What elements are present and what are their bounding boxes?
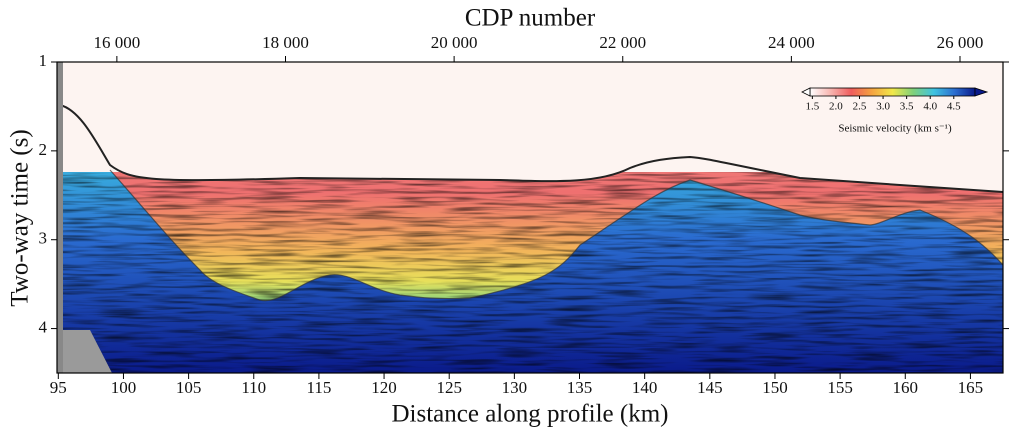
seismic-image: [57, 62, 1003, 373]
colorbar-tick-label: 1.5: [805, 101, 819, 113]
colorbar: [809, 87, 976, 97]
colorbar-tick-label: 3.0: [876, 101, 890, 113]
x-tick-label: 100: [111, 378, 137, 397]
colorbar-label: Seismic velocity (km s⁻¹): [838, 123, 952, 135]
x-tick-label: 130: [502, 378, 528, 397]
colorbar-tick-label: 3.5: [900, 101, 914, 113]
x-tick-label: 120: [371, 378, 397, 397]
x-tick-label: 165: [958, 378, 984, 397]
colorbar-arrow-high: [974, 87, 989, 97]
y-tick-label: 1: [39, 51, 48, 70]
x-tick-label: 140: [632, 378, 658, 397]
y-tick-label: 4: [39, 317, 48, 336]
x-tick-label: 125: [436, 378, 462, 397]
x-tick-label: 110: [241, 378, 266, 397]
colorbar-tick-label: 4.5: [947, 101, 961, 113]
top-tick-label: 24 000: [768, 33, 815, 52]
plot-frame: [56, 61, 1004, 374]
x-tick-label: 155: [827, 378, 853, 397]
colorbar-tick-label: 2.5: [853, 101, 867, 113]
colorbar-tick-label: 4.0: [923, 101, 937, 113]
x-tick-label: 135: [567, 378, 593, 397]
y-axis-title: Two-way time (s): [7, 129, 34, 306]
colorbar-arrow-low: [801, 87, 811, 97]
y-tick-label: 3: [39, 229, 48, 248]
top-tick-label: 18 000: [262, 33, 309, 52]
top-tick-label: 16 000: [93, 33, 140, 52]
x-tick-label: 150: [762, 378, 788, 397]
x-tick-label: 105: [176, 378, 202, 397]
y-tick-label: 2: [39, 140, 48, 159]
top-tick-label: 26 000: [937, 33, 984, 52]
top-tick-label: 22 000: [599, 33, 646, 52]
x-tick-label: 160: [893, 378, 919, 397]
top-tick-label: 20 000: [431, 33, 478, 52]
colorbar-tick-label: 2.0: [829, 101, 843, 113]
x-tick-label: 95: [50, 378, 67, 397]
top-axis-title: CDP number: [465, 5, 596, 32]
x-axis-title: Distance along profile (km): [392, 401, 669, 428]
x-tick-label: 145: [697, 378, 723, 397]
x-tick-label: 115: [306, 378, 331, 397]
